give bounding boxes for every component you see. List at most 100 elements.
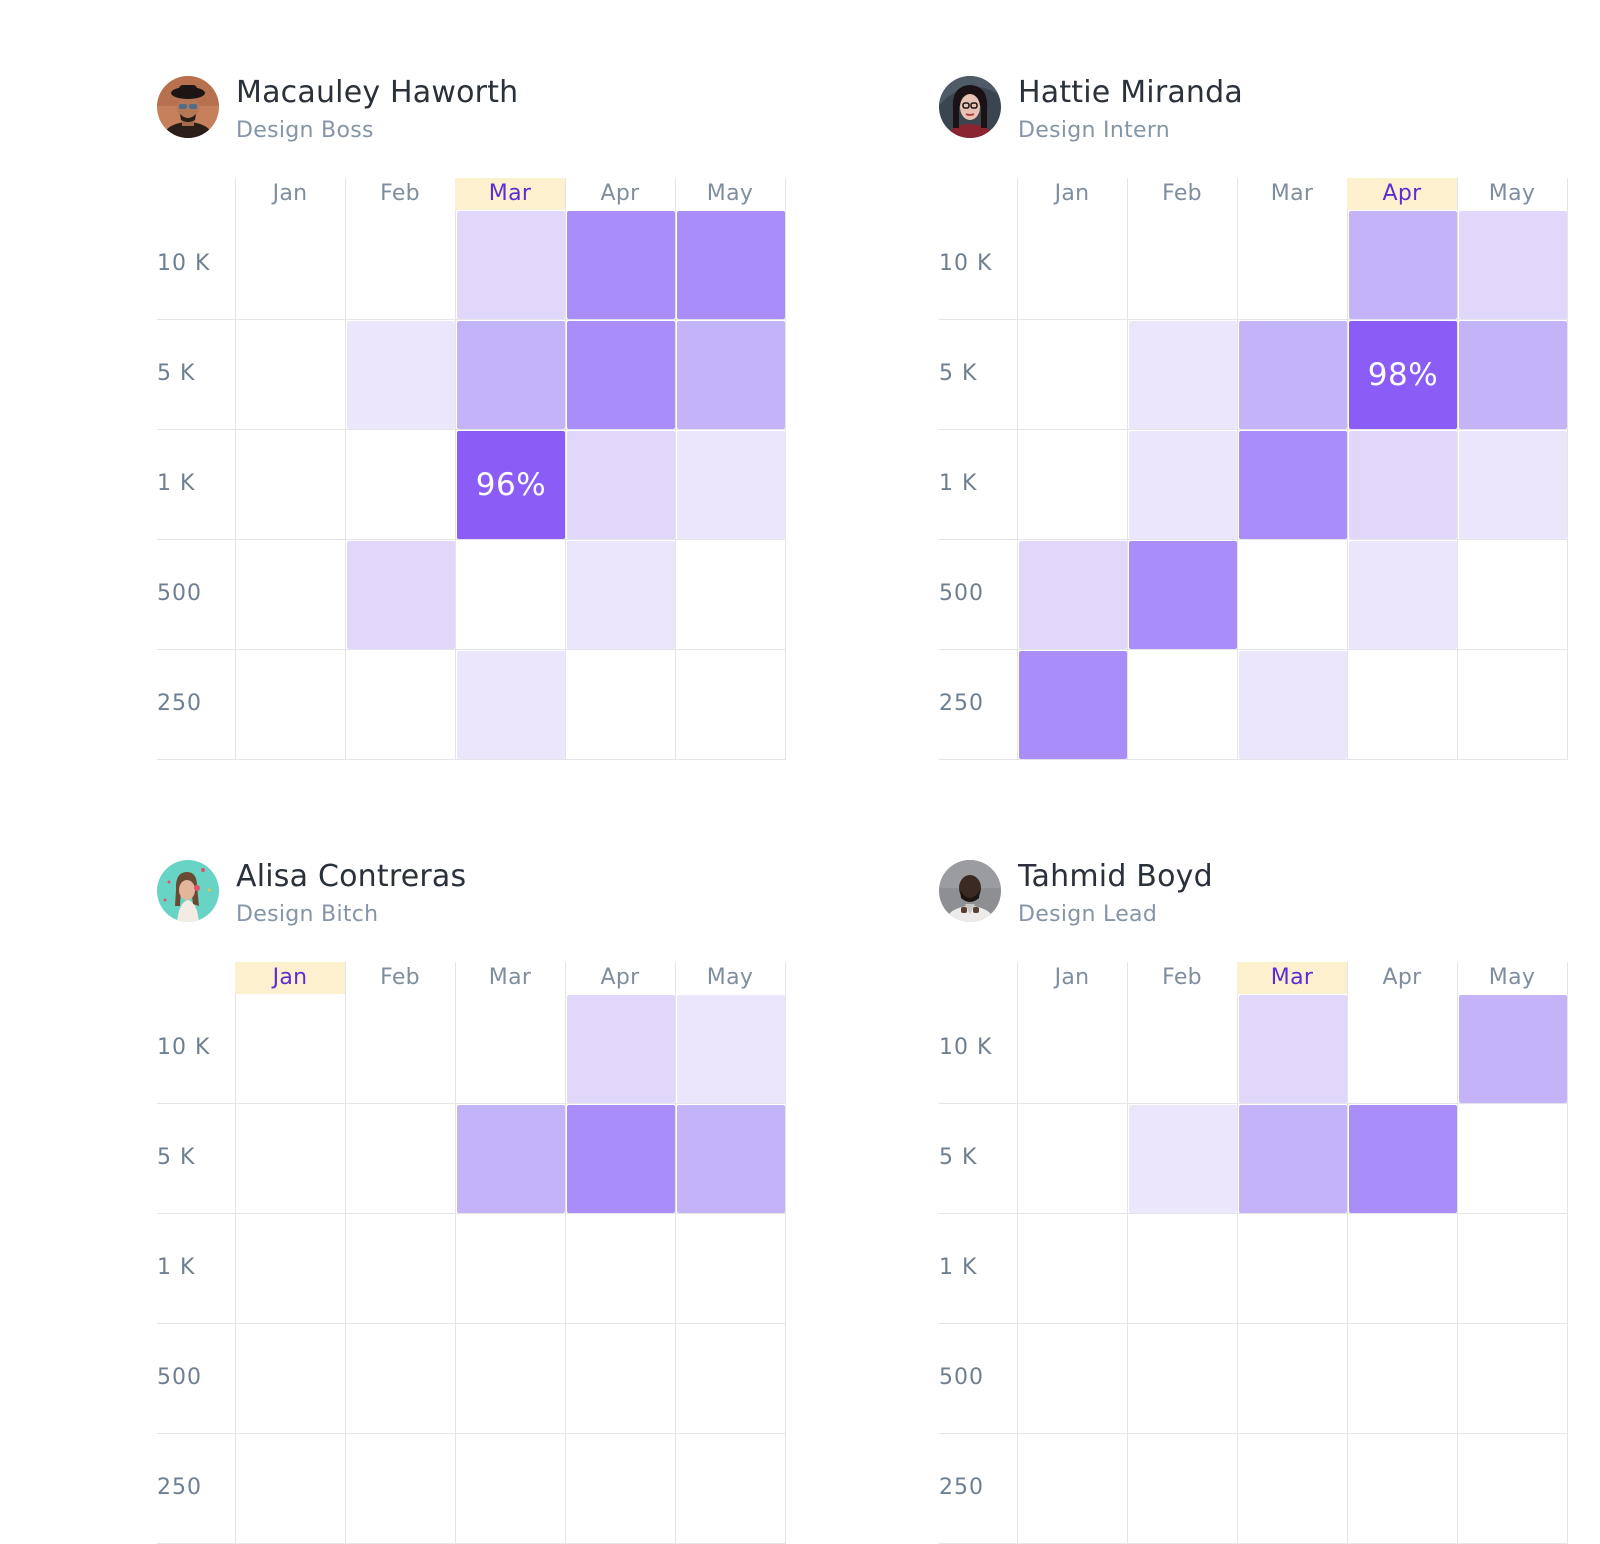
month-header[interactable]: Apr	[1382, 965, 1422, 990]
row-label: 10 K	[157, 251, 211, 276]
grid-line-vertical	[1347, 962, 1348, 1544]
heatmap-cell[interactable]	[677, 321, 785, 429]
month-header[interactable]: Apr	[600, 181, 640, 206]
grid-line-vertical	[675, 178, 676, 760]
heatmap-cell[interactable]	[1459, 211, 1567, 319]
month-header[interactable]: Jan	[1054, 965, 1090, 990]
month-header[interactable]: Mar	[1270, 181, 1314, 206]
heatmap-cell[interactable]	[457, 321, 565, 429]
grid-line-vertical	[345, 962, 346, 1544]
heatmap-cell[interactable]	[347, 541, 455, 649]
heatmap-cell[interactable]	[1349, 1105, 1457, 1213]
heatmap-cell[interactable]	[1349, 211, 1457, 319]
person-name: Alisa Contreras	[236, 859, 467, 894]
month-header-current[interactable]: Jan	[235, 962, 345, 994]
month-header[interactable]: May	[706, 181, 754, 206]
month-header[interactable]: Mar	[488, 965, 532, 990]
heatmap-cell[interactable]	[347, 321, 455, 429]
heatmap-cell[interactable]	[1129, 431, 1237, 539]
person-name: Hattie Miranda	[1018, 75, 1243, 110]
heatmap-cell[interactable]	[567, 211, 675, 319]
person-role: Design Boss	[236, 118, 374, 143]
heatmap-cell-highlight[interactable]: 96%	[457, 431, 565, 539]
heatmap-cell[interactable]	[1019, 651, 1127, 759]
grid-line-horizontal	[939, 1213, 1568, 1214]
heatmap-cell[interactable]	[1459, 995, 1567, 1103]
month-header[interactable]: May	[706, 965, 754, 990]
heatmap-cell[interactable]	[567, 541, 675, 649]
heatmap-cell[interactable]	[567, 321, 675, 429]
avatar-woman-glasses-icon	[939, 76, 1001, 138]
grid-line-horizontal	[939, 429, 1568, 430]
grid-line-vertical	[455, 178, 456, 760]
month-header[interactable]: May	[1488, 965, 1536, 990]
heatmap-cell[interactable]	[1239, 651, 1347, 759]
month-header[interactable]: May	[1488, 181, 1536, 206]
heatmap-cell[interactable]	[1239, 321, 1347, 429]
heatmap-cell[interactable]	[1129, 321, 1237, 429]
month-header-current[interactable]: Apr	[1347, 178, 1457, 210]
heatmap-cell[interactable]	[457, 651, 565, 759]
heatmap-cell[interactable]	[1349, 431, 1457, 539]
heatmap-cell[interactable]	[677, 211, 785, 319]
row-label: 500	[157, 581, 202, 606]
grid-line-horizontal	[939, 649, 1568, 650]
grid-line-horizontal	[157, 1433, 786, 1434]
heatmap-cell[interactable]	[567, 431, 675, 539]
grid-line-vertical	[455, 962, 456, 1544]
heatmap-cell[interactable]	[567, 995, 675, 1103]
heatmap-cell[interactable]	[1459, 321, 1567, 429]
grid-line-vertical	[1567, 178, 1568, 760]
grid-line-vertical	[1127, 962, 1128, 1544]
heatmap-cell[interactable]	[1129, 541, 1237, 649]
card-header: Alisa Contreras Design Bitch	[157, 859, 857, 930]
grid-line-horizontal	[157, 429, 786, 430]
heatmap-cell[interactable]	[457, 211, 565, 319]
row-label: 5 K	[939, 1145, 978, 1170]
month-header[interactable]: Feb	[380, 965, 420, 990]
row-label: 1 K	[157, 471, 196, 496]
heatmap-cell[interactable]	[1239, 1105, 1347, 1213]
month-header[interactable]: Jan	[1054, 181, 1090, 206]
grid-line-horizontal	[157, 319, 786, 320]
heatmap-cell[interactable]	[1459, 431, 1567, 539]
month-header[interactable]: Feb	[380, 181, 420, 206]
card-header: Macauley Haworth Design Boss	[157, 75, 857, 146]
month-header[interactable]: Feb	[1162, 181, 1202, 206]
month-header[interactable]: Jan	[272, 181, 308, 206]
avatar[interactable]	[939, 76, 1001, 138]
heatmap-cell[interactable]	[1349, 541, 1457, 649]
grid-line-vertical	[235, 178, 236, 760]
row-label: 250	[157, 1475, 202, 1500]
row-label: 5 K	[157, 361, 196, 386]
grid-line-vertical	[785, 178, 786, 760]
row-label: 500	[157, 1365, 202, 1390]
heatmap-cell[interactable]	[1239, 995, 1347, 1103]
heatmap-cell-highlight[interactable]: 98%	[1349, 321, 1457, 429]
grid-line-horizontal	[939, 1323, 1568, 1324]
avatar[interactable]	[157, 860, 219, 922]
grid-line-horizontal	[157, 1213, 786, 1214]
row-label: 10 K	[157, 1035, 211, 1060]
avatar[interactable]	[939, 860, 1001, 922]
heatmap-cell[interactable]	[1129, 1105, 1237, 1213]
month-header-current[interactable]: Mar	[1237, 962, 1347, 994]
grid-line-vertical	[1127, 178, 1128, 760]
month-header[interactable]: Feb	[1162, 965, 1202, 990]
row-label: 1 K	[939, 471, 978, 496]
month-header-current[interactable]: Mar	[455, 178, 565, 210]
heatmap-cell[interactable]	[1019, 541, 1127, 649]
heatmap-cell[interactable]	[677, 431, 785, 539]
avatar[interactable]	[157, 76, 219, 138]
heatmap-cell[interactable]	[1239, 431, 1347, 539]
heatmap-cell[interactable]	[677, 995, 785, 1103]
heatmap-cell[interactable]	[457, 1105, 565, 1213]
heatmap-cell[interactable]	[567, 1105, 675, 1213]
person-role: Design Lead	[1018, 902, 1158, 927]
grid-line-horizontal	[939, 539, 1568, 540]
avatar-woman-teal-background-icon	[157, 860, 219, 922]
person-role: Design Bitch	[236, 902, 379, 927]
row-label: 1 K	[939, 1255, 978, 1280]
month-header[interactable]: Apr	[600, 965, 640, 990]
heatmap-cell[interactable]	[677, 1105, 785, 1213]
